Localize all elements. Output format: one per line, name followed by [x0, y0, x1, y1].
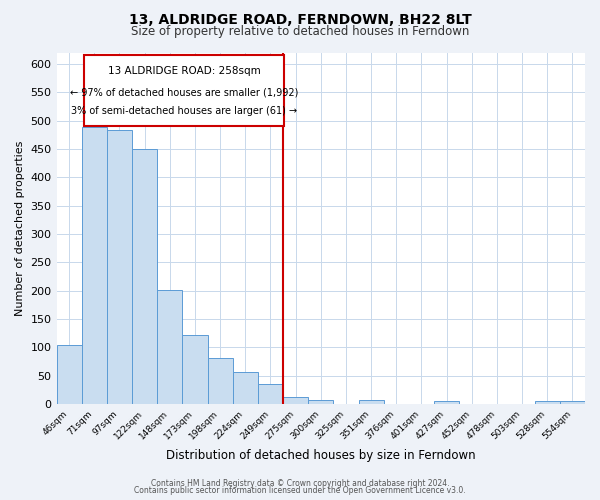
Bar: [84, 56, 284, 126]
Text: 13 ALDRIDGE ROAD: 258sqm: 13 ALDRIDGE ROAD: 258sqm: [108, 66, 260, 76]
Y-axis label: Number of detached properties: Number of detached properties: [15, 140, 25, 316]
Bar: [107, 130, 132, 404]
Bar: [132, 149, 157, 404]
Bar: [233, 372, 258, 404]
Bar: [283, 397, 308, 404]
Bar: [308, 400, 334, 404]
Bar: [82, 128, 107, 404]
Bar: [359, 400, 383, 404]
Bar: [535, 402, 560, 404]
Text: Size of property relative to detached houses in Ferndown: Size of property relative to detached ho…: [131, 25, 469, 38]
Bar: [182, 335, 208, 404]
Text: 13, ALDRIDGE ROAD, FERNDOWN, BH22 8LT: 13, ALDRIDGE ROAD, FERNDOWN, BH22 8LT: [128, 12, 472, 26]
Text: Contains HM Land Registry data © Crown copyright and database right 2024.: Contains HM Land Registry data © Crown c…: [151, 478, 449, 488]
Bar: [560, 402, 585, 404]
Bar: [56, 344, 82, 404]
Text: Contains public sector information licensed under the Open Government Licence v3: Contains public sector information licen…: [134, 486, 466, 495]
X-axis label: Distribution of detached houses by size in Ferndown: Distribution of detached houses by size …: [166, 450, 476, 462]
Text: 3% of semi-detached houses are larger (61) →: 3% of semi-detached houses are larger (6…: [71, 106, 298, 116]
Bar: [434, 402, 459, 404]
Text: ← 97% of detached houses are smaller (1,992): ← 97% of detached houses are smaller (1,…: [70, 87, 298, 97]
Bar: [208, 358, 233, 404]
Bar: [258, 384, 283, 404]
Bar: [157, 290, 182, 404]
